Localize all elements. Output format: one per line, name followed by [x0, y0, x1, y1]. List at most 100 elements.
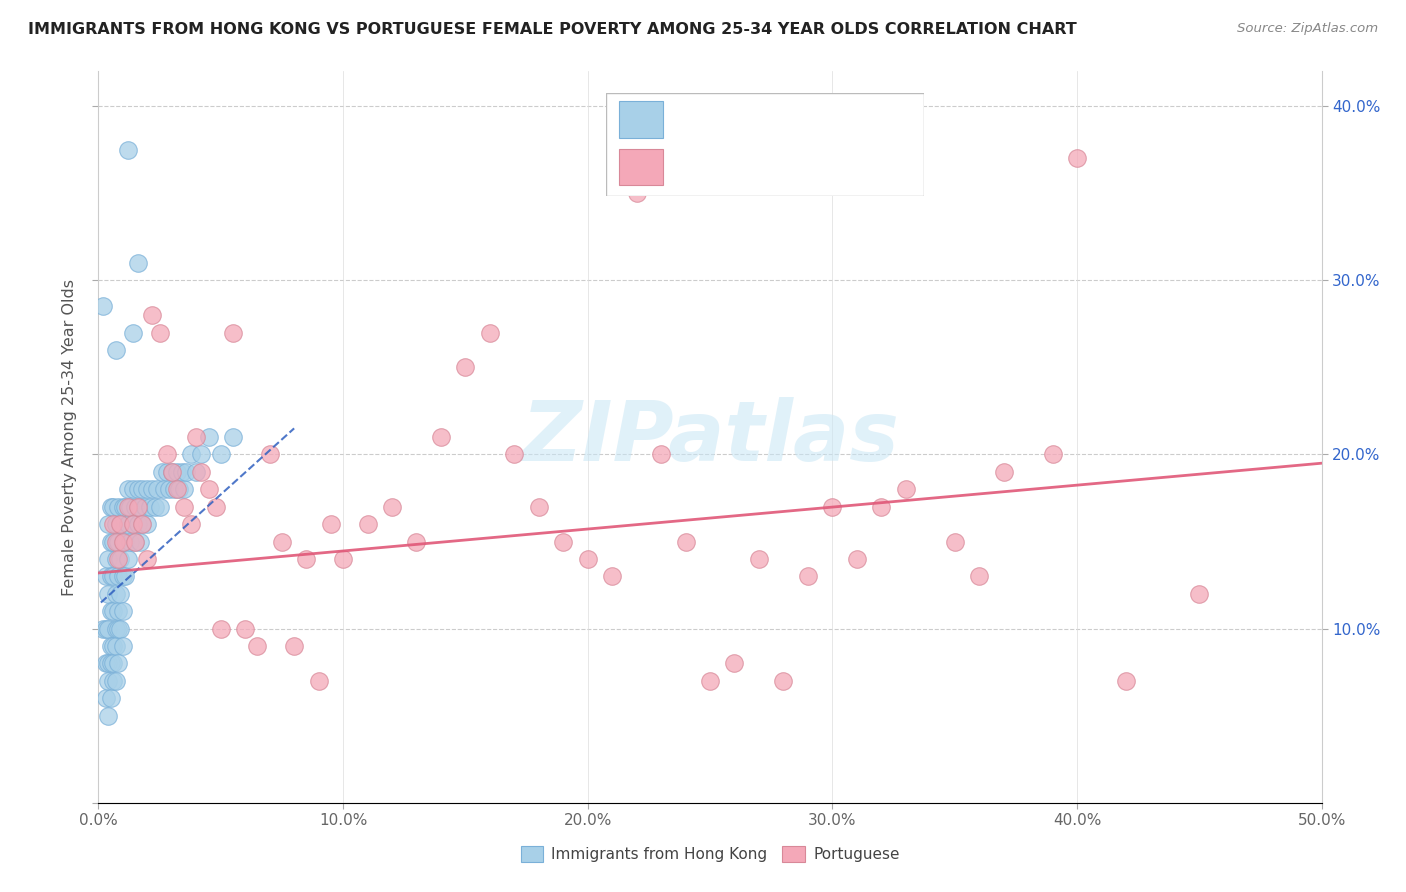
Point: [111, 569, 134, 583]
Point: [121, 483, 143, 497]
Point: [131, 483, 153, 497]
Point: [166, 465, 188, 479]
Point: [173, 483, 195, 497]
Point: [117, 500, 139, 514]
Point: [136, 517, 159, 532]
Point: [157, 483, 180, 497]
Point: [332, 552, 354, 566]
Point: [104, 622, 127, 636]
Point: [141, 308, 163, 322]
Point: [1115, 673, 1137, 688]
Point: [186, 430, 208, 444]
Point: [797, 569, 820, 583]
Point: [197, 483, 219, 497]
Point: [124, 534, 146, 549]
Point: [190, 465, 212, 479]
Point: [100, 534, 122, 549]
Point: [136, 483, 159, 497]
Point: [748, 552, 770, 566]
Point: [675, 534, 697, 549]
Point: [117, 552, 139, 566]
Point: [104, 343, 127, 357]
Point: [209, 622, 232, 636]
Point: [197, 430, 219, 444]
Text: IMMIGRANTS FROM HONG KONG VS PORTUGUESE FEMALE POVERTY AMONG 25-34 YEAR OLDS COR: IMMIGRANTS FROM HONG KONG VS PORTUGUESE …: [28, 22, 1077, 37]
Point: [153, 483, 176, 497]
Point: [100, 639, 122, 653]
Point: [127, 256, 149, 270]
Point: [176, 465, 198, 479]
Point: [101, 673, 124, 688]
Point: [117, 517, 139, 532]
Point: [170, 465, 193, 479]
Point: [160, 465, 183, 479]
Point: [104, 639, 127, 653]
Point: [156, 448, 179, 462]
Point: [101, 517, 124, 532]
Point: [97, 708, 120, 723]
Point: [136, 552, 159, 566]
Point: [107, 622, 129, 636]
Point: [146, 483, 169, 497]
Point: [222, 430, 245, 444]
Point: [104, 673, 127, 688]
Point: [101, 500, 124, 514]
Point: [104, 517, 127, 532]
Point: [97, 657, 120, 671]
Legend: Immigrants from Hong Kong, Portuguese: Immigrants from Hong Kong, Portuguese: [515, 840, 905, 868]
Point: [111, 604, 134, 618]
Point: [110, 517, 132, 532]
Text: Source: ZipAtlas.com: Source: ZipAtlas.com: [1237, 22, 1378, 36]
Point: [576, 552, 599, 566]
Point: [205, 500, 228, 514]
Point: [283, 639, 305, 653]
Point: [295, 552, 318, 566]
Point: [222, 326, 245, 340]
Point: [107, 604, 129, 618]
Point: [845, 552, 868, 566]
Point: [97, 587, 120, 601]
Point: [120, 534, 142, 549]
Point: [527, 500, 550, 514]
Point: [100, 500, 122, 514]
Point: [101, 639, 124, 653]
Point: [821, 500, 844, 514]
Point: [101, 604, 124, 618]
Point: [1066, 152, 1088, 166]
Point: [127, 517, 149, 532]
Point: [143, 500, 166, 514]
Point: [650, 448, 672, 462]
Point: [100, 569, 122, 583]
Point: [111, 639, 134, 653]
Text: ZIPatlas: ZIPatlas: [522, 397, 898, 477]
Point: [104, 587, 127, 601]
Point: [107, 552, 129, 566]
Point: [110, 587, 132, 601]
Point: [100, 657, 122, 671]
Point: [600, 569, 623, 583]
Point: [1042, 448, 1064, 462]
Point: [131, 517, 153, 532]
Point: [150, 465, 173, 479]
Point: [180, 517, 202, 532]
Point: [430, 430, 453, 444]
Point: [97, 622, 120, 636]
Point: [699, 673, 721, 688]
Point: [100, 604, 122, 618]
Point: [94, 569, 117, 583]
Point: [121, 517, 143, 532]
Point: [246, 639, 269, 653]
Point: [626, 186, 648, 201]
Point: [127, 483, 149, 497]
Point: [308, 673, 330, 688]
Point: [129, 500, 152, 514]
Point: [94, 691, 117, 706]
Point: [156, 465, 179, 479]
Point: [141, 483, 163, 497]
Point: [124, 534, 146, 549]
Point: [405, 534, 427, 549]
Point: [111, 534, 134, 549]
Point: [97, 673, 120, 688]
Point: [723, 657, 745, 671]
Point: [259, 448, 281, 462]
